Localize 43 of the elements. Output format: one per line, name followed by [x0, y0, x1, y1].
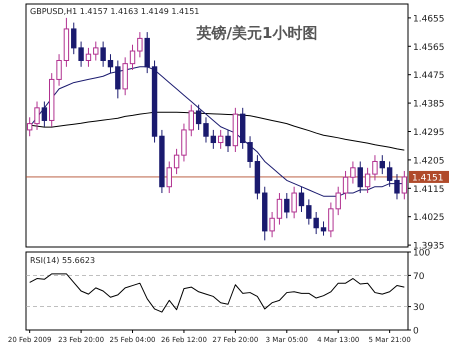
candlestick	[218, 129, 224, 150]
candlestick	[380, 154, 385, 175]
ref-line-label: 1.4151	[412, 173, 444, 184]
candlestick	[78, 41, 84, 68]
candlestick	[386, 160, 392, 188]
y-tick-label: 1.4205	[413, 156, 444, 166]
candlestick	[203, 116, 209, 144]
line-series	[29, 273, 405, 313]
text: RSI(14) 55.6623	[30, 256, 96, 265]
text: 英镑/美元1小时图	[196, 24, 318, 42]
y-tick-label: 1.4475	[413, 71, 444, 82]
candlestick	[336, 186, 341, 216]
candlestick	[284, 192, 290, 219]
y-tick-label: 0	[413, 326, 419, 336]
y-tick-label: 1.4565	[413, 42, 444, 53]
candlestick	[93, 41, 98, 61]
y-tick-label: 30	[413, 303, 425, 314]
candlestick	[71, 22, 76, 55]
candlestick	[210, 129, 216, 150]
candlestick	[26, 116, 32, 137]
candlestick	[166, 160, 172, 194]
candlestick	[34, 101, 40, 130]
y-tick-label: 1.4385	[413, 100, 444, 110]
candlestick	[358, 160, 363, 194]
candlestick	[225, 129, 231, 153]
candlestick	[313, 211, 319, 235]
candlestick	[196, 104, 202, 130]
annotation: GBPUSD,H1 1.4157 1.4163 1.4149 1.4151	[30, 7, 200, 16]
candlestick	[42, 101, 48, 128]
candlestick	[100, 41, 106, 68]
y-tick-label: 1.4115	[413, 184, 444, 195]
candlestick	[306, 198, 312, 226]
y-tick-label: 1.4655	[413, 14, 444, 24]
y-tick-label: 1.4025	[413, 213, 444, 224]
y-tick-label: 1.4295	[413, 128, 444, 138]
candlestick	[328, 202, 334, 238]
candlestick	[137, 32, 143, 58]
candlestick	[291, 186, 297, 219]
y-tick-label: 70	[413, 272, 425, 282]
candlestick	[86, 47, 92, 68]
candlestick	[320, 220, 326, 236]
candlestick	[130, 44, 136, 70]
candlestick	[188, 104, 194, 137]
